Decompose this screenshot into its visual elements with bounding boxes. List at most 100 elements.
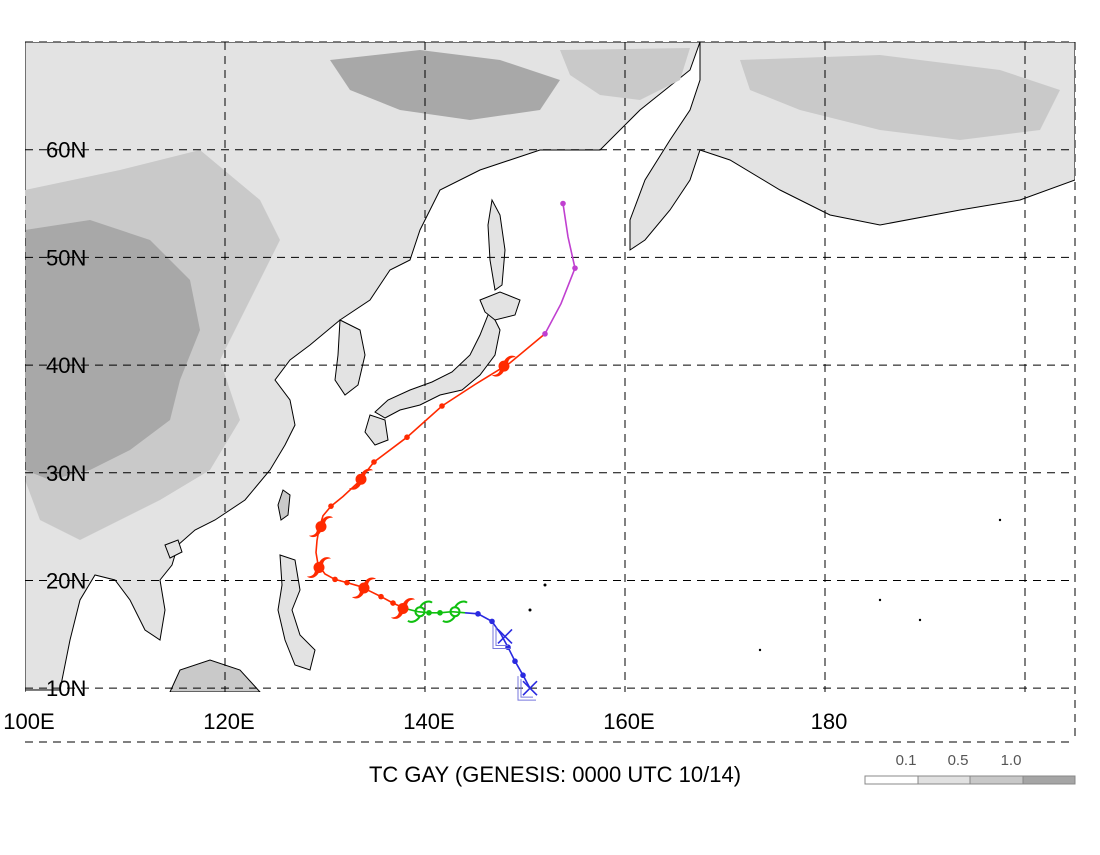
genesis-bracket	[520, 679, 533, 698]
typhoon-track-point	[344, 579, 350, 586]
typhoon-eye	[397, 602, 409, 614]
typhoon-arm	[364, 577, 376, 586]
island	[878, 598, 882, 602]
latitude-label: 60N	[46, 138, 86, 163]
genesis-bracket	[492, 624, 511, 649]
cyclone-track	[307, 200, 578, 701]
tropical-storm-symbol-icon	[407, 600, 433, 623]
extratropical-track-point	[560, 200, 566, 207]
typhoon-arm	[352, 590, 364, 599]
typhoon-arm	[321, 516, 333, 525]
legend-box-3	[969, 775, 1024, 785]
depression-track-point	[512, 658, 518, 665]
philippines	[277, 554, 316, 671]
japan-honshu	[374, 308, 501, 419]
typhoon-track-point	[371, 459, 377, 465]
latitude-labels: 60N 50N 40N 30N 20N 10N	[46, 138, 86, 701]
island	[998, 518, 1002, 522]
typhoon-eye	[358, 582, 370, 594]
depression-track-point	[520, 672, 526, 679]
graticule	[25, 42, 1075, 692]
map-title: TC GAY (GENESIS: 0000 UTC 10/14)	[369, 762, 741, 787]
longitude-labels: 100E 120E 140E 160E 180	[3, 709, 847, 734]
typhoon-track-point	[378, 593, 384, 600]
typhoon-track-point	[404, 434, 410, 441]
legend-label: 0.5	[948, 752, 969, 769]
latitude-label: 10N	[46, 676, 86, 701]
typhoon-symbol-icon	[492, 355, 516, 377]
island	[918, 618, 922, 622]
land-shading	[25, 42, 1075, 701]
depression-track-point	[475, 611, 481, 617]
typhoon-symbol-icon	[349, 468, 373, 490]
typhoon-eye	[355, 473, 367, 485]
typhoon-arm	[349, 481, 361, 490]
legend-label: 0.1	[896, 752, 917, 769]
island	[799, 699, 801, 701]
storm-arm	[407, 615, 421, 623]
storm-arm	[419, 600, 433, 608]
terrain-far-east	[740, 55, 1060, 140]
hainan	[164, 539, 183, 559]
plot-frame	[25, 41, 1076, 743]
typhoon-arm	[361, 468, 373, 478]
tropical-storm-symbol-icon	[442, 600, 468, 623]
depression-track-point	[489, 618, 495, 625]
korea	[334, 319, 366, 396]
terrain-dark-north	[330, 50, 560, 120]
island	[758, 648, 762, 652]
longitude-label: 140E	[403, 709, 454, 734]
genesis-marker-icon	[492, 624, 513, 649]
shading-legend: 0.1 0.5 1.0	[864, 752, 1076, 785]
storm-arm	[442, 615, 456, 623]
genesis-bracket	[517, 676, 536, 701]
typhoon-symbol-icon	[309, 516, 333, 538]
typhoon-symbol-icon	[391, 597, 415, 619]
typhoon-arm	[319, 557, 331, 566]
latitude-label: 20N	[46, 568, 86, 593]
genesis-marker-icon	[517, 676, 538, 701]
typhoon-track-point	[328, 503, 334, 509]
legend-label: 1.0	[1001, 752, 1022, 769]
legend-box-4	[1022, 775, 1076, 785]
typhoon-arm	[504, 355, 516, 365]
legend-box-2	[917, 775, 971, 785]
island	[543, 583, 547, 587]
typhoon-eye	[498, 360, 510, 372]
typhoon-arm	[403, 597, 415, 607]
latitude-label: 30N	[46, 461, 86, 486]
typhoon-arm	[307, 569, 319, 579]
longitude-label: 160E	[603, 709, 654, 734]
terrain-dark	[25, 220, 200, 480]
legend-box-1	[864, 775, 919, 785]
typhoon-symbol-icon	[352, 577, 376, 599]
extratropical-track-point	[542, 331, 548, 337]
genesis-x-stroke	[497, 628, 513, 645]
longitude-label: 180	[811, 709, 848, 734]
sakhalin	[487, 198, 506, 291]
japan-hokkaido	[479, 291, 521, 321]
typhoon-eye	[315, 521, 327, 533]
genesis-bracket	[495, 627, 508, 646]
storm-track-point	[437, 609, 443, 616]
longitude-label: 100E	[3, 709, 54, 734]
typhoon-track-point	[390, 600, 396, 606]
taiwan	[277, 489, 291, 521]
typhoon-arm	[309, 528, 321, 538]
extratropical-track-point	[572, 265, 578, 271]
typhoon-symbol-icon	[307, 557, 331, 579]
typhoon-arm	[391, 610, 403, 619]
storm-track-point	[426, 609, 432, 616]
longitude-label: 120E	[203, 709, 254, 734]
japan-kyushu	[364, 414, 389, 446]
typhoon-eye	[313, 562, 325, 574]
typhoon-track-point	[332, 576, 338, 583]
genesis-x-stroke	[522, 680, 538, 696]
latitude-label: 50N	[46, 245, 86, 270]
latitude-label: 40N	[46, 353, 86, 378]
island	[528, 608, 532, 612]
typhoon-track-point	[439, 403, 445, 409]
typhoon-arm	[492, 368, 504, 377]
